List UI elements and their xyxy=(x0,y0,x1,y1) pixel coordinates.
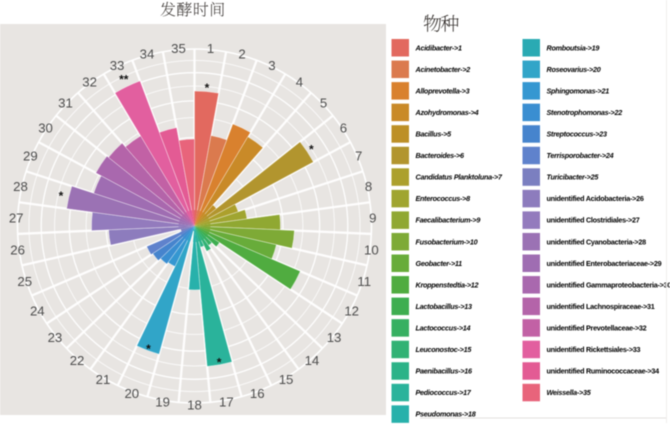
svg-text:Stenotrophomonas->22: Stenotrophomonas->22 xyxy=(547,108,623,117)
svg-text:Pseudomonas->18: Pseudomonas->18 xyxy=(416,410,476,419)
svg-text:unidentified Acidobacteria->26: unidentified Acidobacteria->26 xyxy=(547,194,644,203)
svg-text:15: 15 xyxy=(279,372,294,387)
svg-text:unidentified Gammaproteobacter: unidentified Gammaproteobacteria->30 xyxy=(547,280,670,289)
svg-text:Azohydromonas->4: Azohydromonas->4 xyxy=(415,108,479,117)
svg-text:28: 28 xyxy=(13,179,28,194)
svg-text:11: 11 xyxy=(357,274,371,289)
svg-text:Leuconostoc->15: Leuconostoc->15 xyxy=(416,345,473,354)
svg-text:19: 19 xyxy=(155,394,170,409)
svg-text:5: 5 xyxy=(320,95,327,110)
svg-text:17: 17 xyxy=(219,394,234,409)
svg-text:Kroppenstedtia->12: Kroppenstedtia->12 xyxy=(416,280,479,289)
svg-text:unidentified Rickettsiales->33: unidentified Rickettsiales->33 xyxy=(547,345,641,354)
svg-text:33: 33 xyxy=(110,58,125,73)
svg-text:unidentified Clostridiales->27: unidentified Clostridiales->27 xyxy=(547,216,640,225)
svg-text:21: 21 xyxy=(96,372,111,387)
svg-text:Lactococcus->14: Lactococcus->14 xyxy=(416,323,471,332)
svg-text:**: ** xyxy=(119,73,129,87)
svg-text:34: 34 xyxy=(140,47,155,62)
svg-text:22: 22 xyxy=(70,353,85,368)
svg-text:*: * xyxy=(205,81,210,95)
svg-text:unidentified Cyanobacteria->28: unidentified Cyanobacteria->28 xyxy=(547,237,647,246)
svg-text:2: 2 xyxy=(238,47,245,62)
svg-text:23: 23 xyxy=(48,330,63,345)
svg-text:16: 16 xyxy=(250,386,265,401)
svg-text:9: 9 xyxy=(369,211,376,226)
svg-text:6: 6 xyxy=(340,120,347,135)
svg-text:Romboutsia->19: Romboutsia->19 xyxy=(547,43,600,52)
svg-text:Weissella->35: Weissella->35 xyxy=(547,388,592,397)
svg-text:1: 1 xyxy=(207,41,214,56)
svg-text:30: 30 xyxy=(38,120,53,135)
svg-text:10: 10 xyxy=(364,243,379,258)
svg-text:Terrisporobacter->24: Terrisporobacter->24 xyxy=(547,151,614,160)
svg-text:*: * xyxy=(217,355,222,369)
svg-text:27: 27 xyxy=(9,211,24,226)
svg-text:13: 13 xyxy=(327,330,342,345)
svg-text:*: * xyxy=(59,189,64,203)
svg-text:8: 8 xyxy=(365,179,372,194)
svg-text:24: 24 xyxy=(30,303,45,318)
svg-text:20: 20 xyxy=(124,386,139,401)
svg-text:unidentified Ruminococcaceae->: unidentified Ruminococcaceae->34 xyxy=(547,367,660,376)
svg-text:4: 4 xyxy=(296,74,303,89)
svg-text:Acidibacter->1: Acidibacter->1 xyxy=(415,43,462,52)
svg-text:31: 31 xyxy=(58,95,73,110)
svg-text:Lactobacillus->13: Lactobacillus->13 xyxy=(416,302,473,311)
svg-text:Roseovarius->20: Roseovarius->20 xyxy=(547,65,601,74)
svg-text:26: 26 xyxy=(10,243,25,258)
svg-text:Geobacter->11: Geobacter->11 xyxy=(416,259,463,268)
svg-text:3: 3 xyxy=(268,58,275,73)
svg-text:Pediococcus->17: Pediococcus->17 xyxy=(416,388,472,397)
svg-text:unidentified Prevotellaceae->3: unidentified Prevotellaceae->32 xyxy=(547,323,647,332)
svg-text:Acinetobacter->2: Acinetobacter->2 xyxy=(415,65,471,74)
svg-text:12: 12 xyxy=(344,303,359,318)
svg-text:29: 29 xyxy=(23,149,38,164)
svg-text:Alloprevotella->3: Alloprevotella->3 xyxy=(415,86,470,95)
svg-text:35: 35 xyxy=(171,41,186,56)
svg-text:25: 25 xyxy=(17,274,32,289)
svg-text:unidentified Enterobacteriacea: unidentified Enterobacteriaceae->29 xyxy=(547,259,662,268)
svg-text:14: 14 xyxy=(305,353,320,368)
svg-text:Fusobacterium->10: Fusobacterium->10 xyxy=(416,237,478,246)
svg-text:Paenibacillus->16: Paenibacillus->16 xyxy=(416,367,474,376)
svg-text:Enterococcus->8: Enterococcus->8 xyxy=(416,194,471,203)
svg-text:7: 7 xyxy=(355,149,362,164)
svg-text:unidentified Lachnospiraceae->: unidentified Lachnospiraceae->31 xyxy=(547,302,655,311)
svg-text:18: 18 xyxy=(187,397,202,412)
svg-text:Turicibacter->25: Turicibacter->25 xyxy=(547,173,600,182)
svg-text:Sphingomonas->21: Sphingomonas->21 xyxy=(547,86,610,95)
svg-text:Streptococcus->23: Streptococcus->23 xyxy=(547,130,608,139)
svg-text:*: * xyxy=(146,342,151,356)
svg-text:32: 32 xyxy=(82,74,97,89)
svg-text:Faecalibacterium->9: Faecalibacterium->9 xyxy=(416,216,481,225)
svg-text:Candidatus Planktoluna->7: Candidatus Planktoluna->7 xyxy=(416,173,503,182)
svg-text:Bacillus->5: Bacillus->5 xyxy=(416,130,453,139)
svg-text:Bacteroides->6: Bacteroides->6 xyxy=(416,151,465,160)
svg-text:*: * xyxy=(309,142,314,156)
